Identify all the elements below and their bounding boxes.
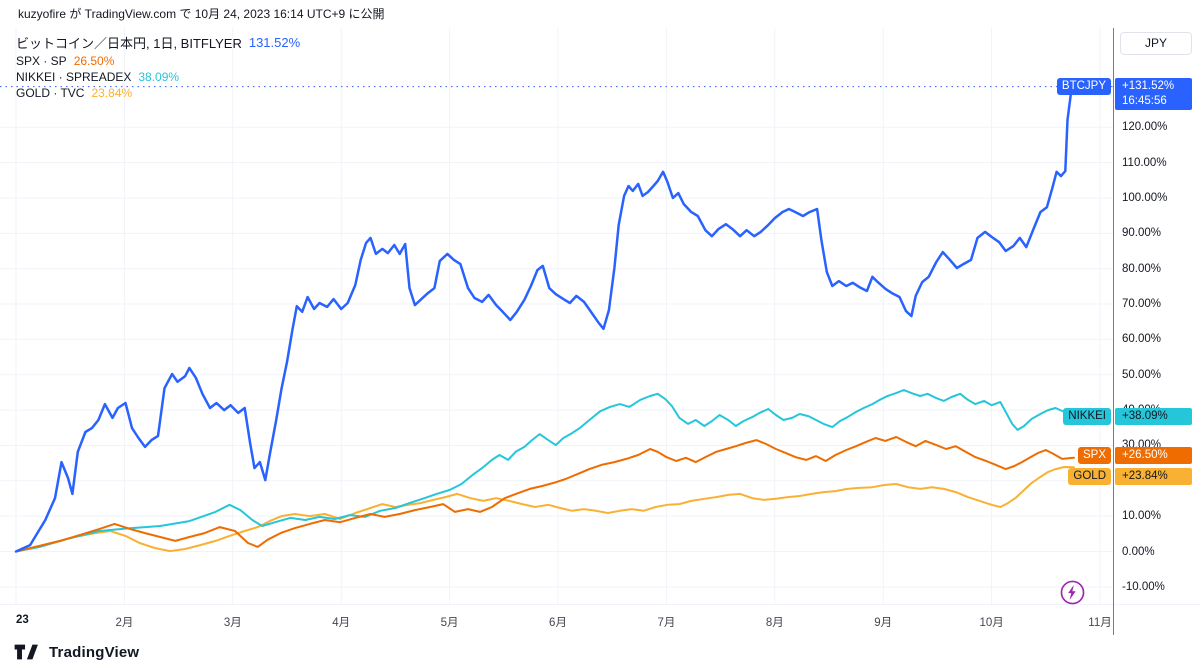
- time-axis[interactable]: 23 2月 3月 4月 5月 6月 7月 8月 9月 10月 11月: [0, 604, 1200, 635]
- price-axis[interactable]: JPY 120.00% 110.00% 100.00% 90.00% 80.00% 70.…: [1114, 28, 1200, 604]
- legend-symbol-label: ビットコイン／日本円, 1日, BITFLYER: [16, 36, 242, 51]
- legend-row-spx[interactable]: SPX · SP 26.50%: [16, 53, 300, 68]
- legend-row-gold[interactable]: GOLD · TVC 23.84%: [16, 85, 300, 100]
- price-scale-tick: 100.00%: [1122, 192, 1168, 204]
- legend-row-btcjpy[interactable]: ビットコイン／日本円, 1日, BITFLYER 131.52%: [16, 33, 300, 52]
- tradingview-logo-icon[interactable]: [14, 644, 41, 660]
- legend-change-value: 131.52%: [248, 35, 301, 50]
- legend-change-value: 38.09%: [138, 69, 180, 84]
- series-line-gold: [15, 466, 1075, 553]
- time-scale-tick: 7月: [657, 617, 676, 629]
- price-scale-tick: -10.00%: [1122, 580, 1165, 593]
- series-line-btcjpy: [14, 85, 1076, 553]
- axis-separator: [1113, 28, 1114, 635]
- lightning-icon[interactable]: [1060, 580, 1085, 605]
- price-scale-tick: 0.00%: [1122, 545, 1155, 558]
- price-scale-tick: 20.00%: [1122, 474, 1162, 487]
- legend-symbol-label: SPX · SP: [16, 53, 67, 68]
- price-scale-tick: 80.00%: [1122, 262, 1162, 275]
- currency-label: JPY: [1120, 32, 1192, 55]
- time-scale-tick: 9月: [874, 617, 893, 629]
- price-scale-tick: 110.00%: [1122, 156, 1167, 169]
- publish-header: kuzyofire が TradingView.com で 10月 24, 20…: [0, 0, 1200, 28]
- time-scale-tick: 6月: [549, 617, 567, 629]
- time-scale-tick: 8月: [765, 617, 784, 629]
- price-scale-tick: 120.00%: [1122, 121, 1168, 134]
- price-scale-tick: 30.00%: [1122, 439, 1162, 452]
- legend-symbol-label: GOLD · TVC: [16, 85, 85, 100]
- time-scale-tick: 2月: [115, 617, 134, 629]
- legend-change-value: 23.84%: [91, 85, 133, 100]
- legend-symbol-label: NIKKEI · SPREADEX: [16, 69, 132, 84]
- price-scale-tick: 60.00%: [1122, 333, 1162, 346]
- time-scale-tick: 10月: [979, 617, 1004, 629]
- price-scale-tick: 70.00%: [1122, 298, 1162, 311]
- price-scale-tick: 10.00%: [1122, 510, 1162, 523]
- footer: TradingView: [0, 635, 1200, 669]
- time-scale-tick: 3月: [223, 617, 242, 629]
- price-scale-tick: 50.00%: [1122, 368, 1162, 381]
- price-chart[interactable]: [0, 28, 1113, 604]
- legend: ビットコイン／日本円, 1日, BITFLYER 131.52% SPX · SP 2…: [16, 33, 300, 100]
- legend-change-value: 26.50%: [73, 53, 115, 68]
- time-scale-tick: 4月: [332, 617, 351, 629]
- publish-text: kuzyofire が TradingView.com で 10月 24, 20…: [18, 7, 385, 21]
- legend-row-nikkei[interactable]: NIKKEI · SPREADEX 38.09%: [16, 69, 300, 84]
- price-scale-tick: 40.00%: [1122, 404, 1162, 417]
- time-scale-tick: 23: [16, 614, 29, 626]
- tradingview-brand[interactable]: TradingView: [49, 643, 140, 661]
- series-line-spx: [15, 436, 1075, 553]
- time-scale-tick: 11月: [1088, 617, 1112, 629]
- series-line-nikkei: [15, 389, 1075, 553]
- price-scale-tick: 90.00%: [1122, 227, 1162, 240]
- time-scale-tick: 5月: [440, 617, 459, 629]
- chart-area: JPY 120.00% 110.00% 100.00% 90.00% 80.00% 70.…: [0, 28, 1200, 635]
